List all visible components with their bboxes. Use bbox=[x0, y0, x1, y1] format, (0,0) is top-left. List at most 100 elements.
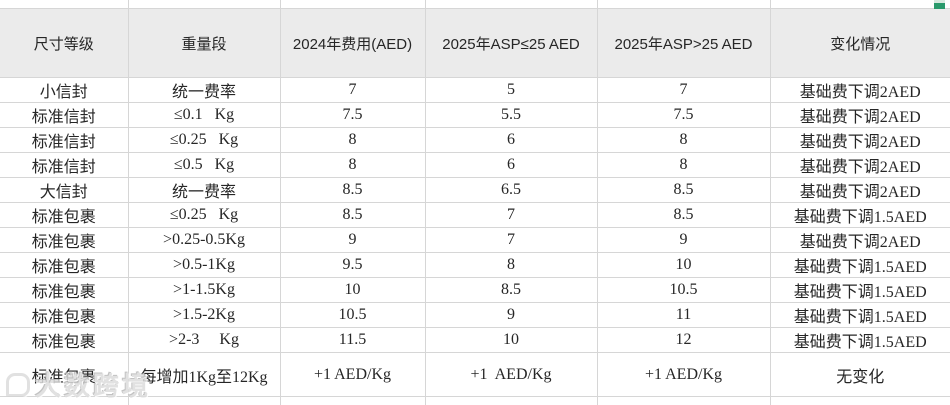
table-row: 标准信封 ≤0.5 Kg 8 6 8 基础费下调2AED bbox=[0, 152, 950, 178]
table-cell: 11.5 bbox=[279, 327, 426, 353]
cropped-cell bbox=[0, 0, 129, 9]
cropped-cell bbox=[279, 0, 426, 9]
table-cell: 统一费率 bbox=[127, 177, 281, 203]
table-cell: 基础费下调1.5AED bbox=[769, 277, 950, 303]
table-row: 标准包裹 >1.5-2Kg 10.5 9 11 基础费下调1.5AED bbox=[0, 302, 950, 328]
table-cell: 8 bbox=[424, 252, 598, 278]
table-row: 标准包裹 >2-3 Kg 11.5 10 12 基础费下调1.5AED bbox=[0, 327, 950, 353]
table-cell: 标准信封 bbox=[0, 127, 129, 153]
cropped-cell bbox=[596, 396, 771, 405]
table-cell: +1 AED/Kg bbox=[424, 352, 598, 397]
table-cell: 基础费下调2AED bbox=[769, 77, 950, 103]
table-cell: 7 bbox=[424, 227, 598, 253]
table-row: 标准包裹 >1-1.5Kg 10 8.5 10.5 基础费下调1.5AED bbox=[0, 277, 950, 303]
column-header: 2025年ASP>25 AED bbox=[596, 8, 771, 78]
table-row: 大信封 统一费率 8.5 6.5 8.5 基础费下调2AED bbox=[0, 177, 950, 203]
table-cell: 标准包裹 bbox=[0, 327, 129, 353]
table-cell: 10.5 bbox=[596, 277, 771, 303]
column-header: 变化情况 bbox=[769, 8, 950, 78]
table-cell: 10 bbox=[279, 277, 426, 303]
cropped-cell bbox=[127, 396, 281, 405]
table-cell: 8 bbox=[596, 127, 771, 153]
table-cell: 8 bbox=[279, 127, 426, 153]
table-cell: 8.5 bbox=[596, 202, 771, 228]
table-row: 标准包裹 每增加1Kg至12Kg +1 AED/Kg +1 AED/Kg +1 AED/… bbox=[0, 352, 950, 397]
table-cell: 标准包裹 bbox=[0, 302, 129, 328]
table-cell: >1.5-2Kg bbox=[127, 302, 281, 328]
table-cell: 9 bbox=[596, 227, 771, 253]
table-cell: 标准包裹 bbox=[0, 202, 129, 228]
cropped-cell bbox=[127, 0, 281, 9]
table-cell: 标准信封 bbox=[0, 102, 129, 128]
corner-marker-dark bbox=[934, 3, 945, 9]
table-cell: 9 bbox=[279, 227, 426, 253]
table-cell: ≤0.25 Kg bbox=[127, 202, 281, 228]
table-cell: 标准包裹 bbox=[0, 352, 129, 397]
cropped-cell bbox=[279, 396, 426, 405]
table-cell: 标准包裹 bbox=[0, 252, 129, 278]
table-cell: 10 bbox=[596, 252, 771, 278]
table-cell: >2-3 Kg bbox=[127, 327, 281, 353]
table-cell: 8.5 bbox=[279, 202, 426, 228]
cropped-row-bottom bbox=[0, 396, 950, 405]
table-cell: 标准信封 bbox=[0, 152, 129, 178]
table-row: 标准包裹 >0.25-0.5Kg 9 7 9 基础费下调2AED bbox=[0, 227, 950, 253]
table-cell: 大信封 bbox=[0, 177, 129, 203]
sheet-corner-marker bbox=[934, 0, 945, 9]
table-cell: 每增加1Kg至12Kg bbox=[127, 352, 281, 397]
cropped-cell bbox=[769, 0, 950, 9]
table-cell: 8.5 bbox=[424, 277, 598, 303]
table-cell: 统一费率 bbox=[127, 77, 281, 103]
table-cell: 7.5 bbox=[279, 102, 426, 128]
header-row: 尺寸等级 重量段 2024年费用(AED) 2025年ASP≤25 AED 2025年A… bbox=[0, 8, 950, 78]
table-cell: 标准包裹 bbox=[0, 227, 129, 253]
table-cell: >0.25-0.5Kg bbox=[127, 227, 281, 253]
column-header: 尺寸等级 bbox=[0, 8, 129, 78]
table-cell: 11 bbox=[596, 302, 771, 328]
table-cell: 基础费下调1.5AED bbox=[769, 202, 950, 228]
cropped-cell bbox=[769, 396, 950, 405]
table-cell: 8 bbox=[596, 152, 771, 178]
table-row: 标准信封 ≤0.1 Kg 7.5 5.5 7.5 基础费下调2AED bbox=[0, 102, 950, 128]
table-cell: 8.5 bbox=[279, 177, 426, 203]
table-cell: +1 AED/Kg bbox=[279, 352, 426, 397]
table-cell: 8 bbox=[279, 152, 426, 178]
table-row: 小信封 统一费率 7 5 7 基础费下调2AED bbox=[0, 77, 950, 103]
table-cell: ≤0.1 Kg bbox=[127, 102, 281, 128]
table-cell: 无变化 bbox=[769, 352, 950, 397]
table-cell: 12 bbox=[596, 327, 771, 353]
table-cell: 基础费下调2AED bbox=[769, 127, 950, 153]
table-cell: 5 bbox=[424, 77, 598, 103]
table-cell: 10 bbox=[424, 327, 598, 353]
table-row: 标准信封 ≤0.25 Kg 8 6 8 基础费下调2AED bbox=[0, 127, 950, 153]
table-cell: 6 bbox=[424, 127, 598, 153]
table-cell: 6.5 bbox=[424, 177, 598, 203]
table-cell: ≤0.5 Kg bbox=[127, 152, 281, 178]
table-cell: 基础费下调1.5AED bbox=[769, 252, 950, 278]
table-cell: 小信封 bbox=[0, 77, 129, 103]
table-row: 标准包裹 >0.5-1Kg 9.5 8 10 基础费下调1.5AED bbox=[0, 252, 950, 278]
cropped-cell bbox=[424, 0, 598, 9]
corner-marker-light bbox=[934, 0, 945, 3]
cropped-row-top bbox=[0, 0, 950, 9]
table-cell: 10.5 bbox=[279, 302, 426, 328]
column-header: 2025年ASP≤25 AED bbox=[424, 8, 598, 78]
column-header: 重量段 bbox=[127, 8, 281, 78]
table-cell: 7 bbox=[279, 77, 426, 103]
table-cell: >0.5-1Kg bbox=[127, 252, 281, 278]
table-cell: +1 AED/Kg bbox=[596, 352, 771, 397]
cropped-cell bbox=[596, 0, 771, 9]
table-row: 标准包裹 ≤0.25 Kg 8.5 7 8.5 基础费下调1.5AED bbox=[0, 202, 950, 228]
cropped-cell bbox=[0, 396, 129, 405]
table-cell: 9 bbox=[424, 302, 598, 328]
table-cell: ≤0.25 Kg bbox=[127, 127, 281, 153]
table-cell: 基础费下调2AED bbox=[769, 102, 950, 128]
table-cell: 基础费下调2AED bbox=[769, 227, 950, 253]
table-cell: >1-1.5Kg bbox=[127, 277, 281, 303]
table-cell: 5.5 bbox=[424, 102, 598, 128]
table-cell: 基础费下调2AED bbox=[769, 152, 950, 178]
table-cell: 6 bbox=[424, 152, 598, 178]
table-cell: 基础费下调1.5AED bbox=[769, 327, 950, 353]
table-cell: 基础费下调1.5AED bbox=[769, 302, 950, 328]
